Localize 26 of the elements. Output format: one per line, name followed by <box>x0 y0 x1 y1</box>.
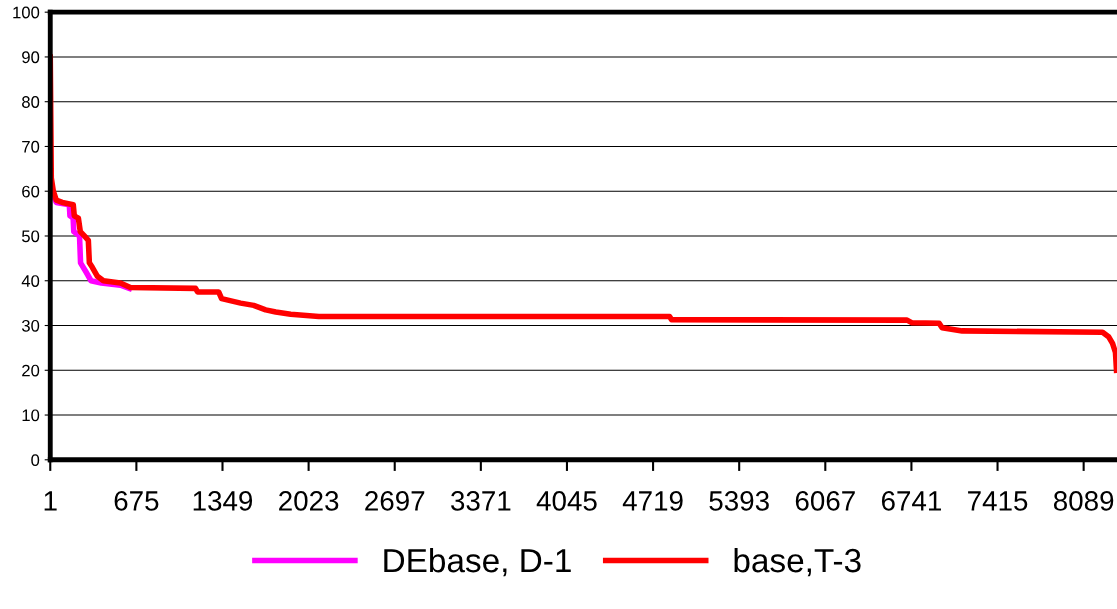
x-tick-label: 2023 <box>279 491 339 511</box>
y-tick-label: 100 <box>13 6 40 19</box>
y-tick-label: 50 <box>21 230 40 243</box>
x-tick-label: 5393 <box>709 491 769 511</box>
x-tick-label: 1349 <box>193 491 253 511</box>
x-tick-label: 3371 <box>451 491 511 511</box>
x-tick-label: 8089 <box>1053 491 1114 511</box>
y-tick-label: 10 <box>22 409 40 422</box>
legend-label: base,T-3 <box>734 547 861 577</box>
x-tick-label: 4719 <box>622 491 683 511</box>
x-tick-label: 6067 <box>795 491 855 511</box>
x-tick-label: 6741 <box>881 491 941 511</box>
x-tick-label: 1 <box>44 491 57 511</box>
y-tick-label: 0 <box>31 454 40 466</box>
y-tick-label: 40 <box>21 275 40 287</box>
y-tick-label: 20 <box>22 364 40 377</box>
x-tick-label: 675 <box>114 491 159 511</box>
x-tick-label: 2697 <box>365 491 425 511</box>
x-tick-label: 7415 <box>968 491 1028 511</box>
y-tick-label: 80 <box>22 96 40 108</box>
y-tick-label: 30 <box>21 319 40 332</box>
y-tick-label: 90 <box>22 51 40 64</box>
x-tick-label: 4045 <box>536 491 597 511</box>
legend-label: DEbase, D-1 <box>384 547 571 577</box>
y-tick-label: 70 <box>22 140 40 153</box>
y-tick-label: 60 <box>22 185 40 198</box>
